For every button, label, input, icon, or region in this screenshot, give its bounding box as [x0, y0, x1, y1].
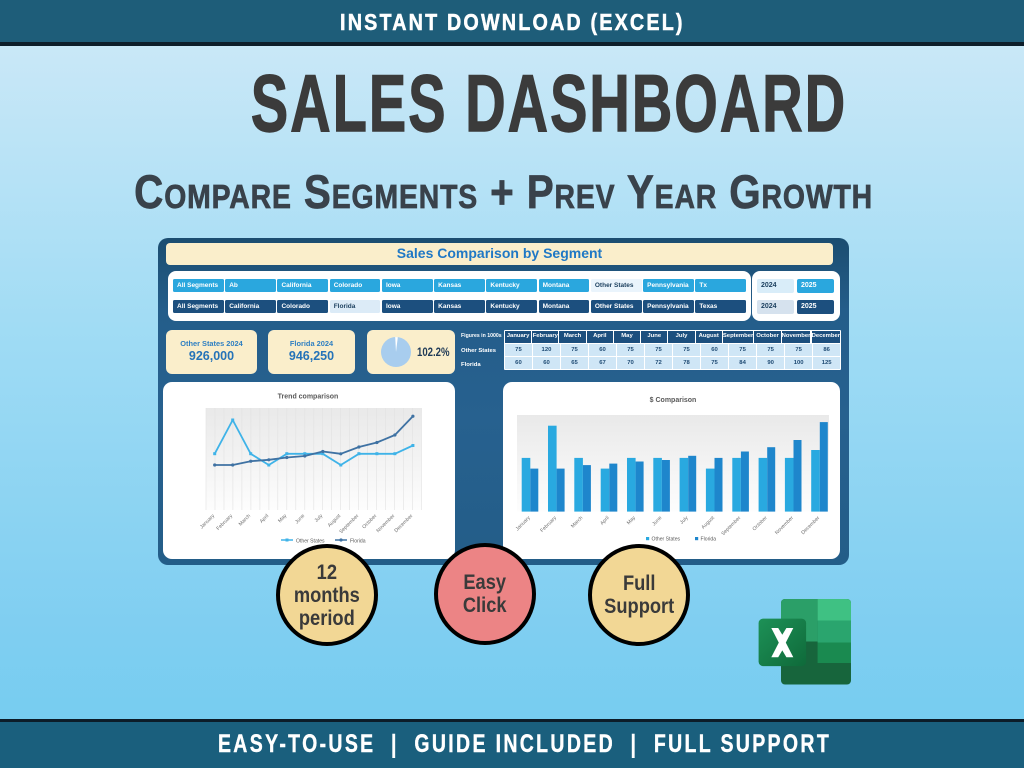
svg-text:March: March: [238, 513, 252, 527]
svg-text:Other States: Other States: [652, 537, 681, 543]
svg-text:September: September: [338, 513, 360, 535]
svg-text:August: August: [327, 513, 343, 529]
svg-text:August: August: [700, 515, 716, 531]
svg-text:Other States: Other States: [296, 539, 325, 545]
svg-text:January: January: [199, 513, 216, 530]
svg-text:July: July: [314, 513, 325, 524]
svg-text:February: February: [215, 513, 234, 532]
svg-text:March: March: [570, 515, 584, 529]
svg-text:Trend comparison: Trend comparison: [278, 394, 339, 401]
svg-text:April: April: [259, 513, 270, 524]
svg-text:December: December: [800, 515, 821, 536]
svg-text:June: June: [651, 515, 663, 527]
svg-text:July: July: [679, 515, 690, 526]
svg-text:September: September: [720, 515, 742, 537]
svg-text:October: October: [361, 513, 378, 530]
svg-text:$ Comparison: $ Comparison: [650, 397, 697, 404]
svg-text:April: April: [599, 515, 610, 526]
svg-text:February: February: [539, 515, 558, 534]
svg-text:December: December: [393, 513, 414, 534]
svg-text:June: June: [294, 513, 306, 525]
svg-text:October: October: [752, 515, 769, 532]
svg-text:November: November: [774, 515, 795, 536]
svg-text:Florida: Florida: [701, 537, 717, 543]
svg-text:May: May: [626, 515, 637, 526]
svg-text:May: May: [277, 513, 288, 524]
svg-text:Florida: Florida: [350, 539, 366, 545]
svg-text:January: January: [515, 515, 532, 532]
